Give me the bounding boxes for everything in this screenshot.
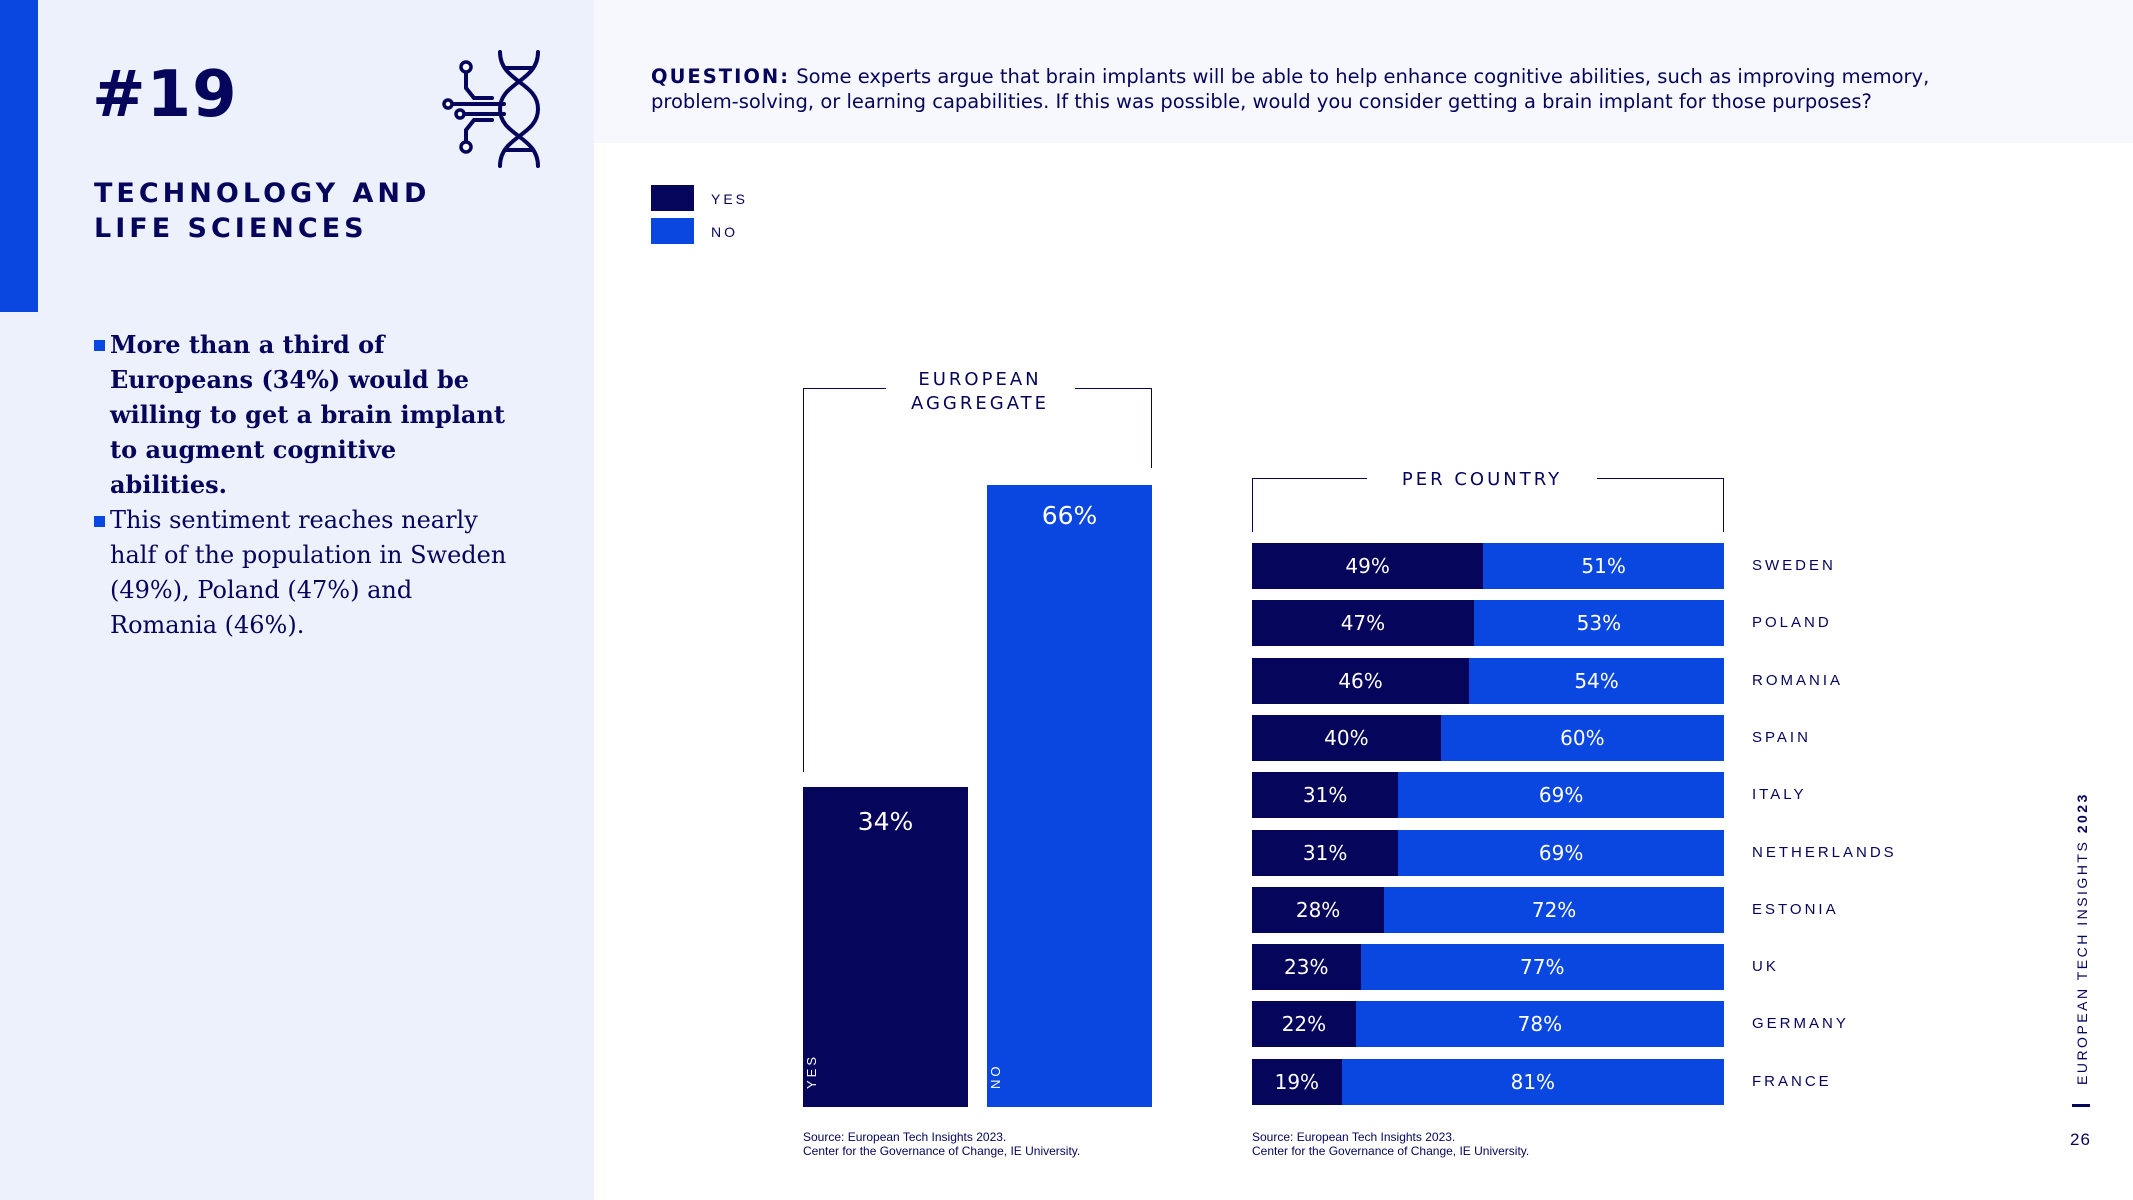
country-bracket-right bbox=[1597, 478, 1724, 532]
country-bar-yes: 40% bbox=[1252, 714, 1441, 761]
country-bar-yes: 19% bbox=[1252, 1058, 1342, 1105]
country-bar-no: 60% bbox=[1440, 714, 1724, 761]
country-bar-yes: 23% bbox=[1252, 944, 1361, 991]
country-bar-no: 51% bbox=[1483, 543, 1724, 589]
left-panel bbox=[0, 0, 594, 1200]
country-bar-yes: 28% bbox=[1252, 886, 1385, 933]
country-row: 22% 78% GERMANY bbox=[1252, 1001, 1892, 1048]
country-label: NETHERLANDS bbox=[1752, 843, 1897, 861]
country-row: 19% 81% FRANCE bbox=[1252, 1058, 1892, 1105]
dna-circuit-icon bbox=[442, 50, 541, 168]
country-bar-yes: 31% bbox=[1252, 829, 1399, 876]
country-bar-no: 81% bbox=[1341, 1058, 1724, 1105]
country-bar-no: 53% bbox=[1473, 600, 1724, 647]
footer-publication: EUROPEAN TECH INSIGHTS 2023 bbox=[2074, 792, 2090, 1085]
country-bracket-left bbox=[1252, 478, 1367, 532]
country-label: ITALY bbox=[1752, 786, 1807, 804]
country-row: 46% 54% ROMANIA bbox=[1252, 657, 1892, 704]
country-label: FRANCE bbox=[1752, 1072, 1832, 1090]
country-bar-yes: 49% bbox=[1252, 543, 1484, 589]
country-bar-yes: 46% bbox=[1252, 657, 1470, 704]
aggregate-bar-no: 66% NO bbox=[987, 485, 1152, 1107]
aggregate-bar-value-label: 66% bbox=[1041, 501, 1098, 531]
legend-swatch-no bbox=[651, 218, 694, 244]
country-row: 23% 77% UK bbox=[1252, 944, 1892, 991]
legend-label-yes: YES bbox=[711, 191, 749, 207]
legend-swatch-yes bbox=[651, 185, 694, 211]
aggregate-bar-value-label: 34% bbox=[857, 806, 914, 836]
country-row: 31% 69% NETHERLANDS bbox=[1252, 829, 1894, 876]
country-label: SPAIN bbox=[1752, 728, 1811, 746]
page-number: 26 bbox=[2070, 1130, 2091, 1149]
country-source: Source: European Tech Insights 2023. Cen… bbox=[1252, 1130, 1529, 1158]
bullet-point: More than a third of Europeans (34%) wou… bbox=[94, 327, 514, 502]
question-label: QUESTION: bbox=[651, 65, 791, 88]
aggregate-bar-category-label: NO bbox=[988, 1063, 1003, 1089]
source-line: Center for the Governance of Change, IE … bbox=[1252, 1144, 1530, 1158]
country-chart-title: PER COUNTRY bbox=[1401, 469, 1563, 490]
bullet-point: This sentiment reaches nearly half of th… bbox=[94, 503, 514, 643]
country-label: SWEDEN bbox=[1752, 557, 1836, 574]
footer-year: 2023 bbox=[2074, 792, 2090, 834]
source-line: Center for the Governance of Change, IE … bbox=[803, 1144, 1081, 1158]
bullet-text: More than a third of Europeans (34%) wou… bbox=[110, 330, 505, 499]
country-row: 31% 69% ITALY bbox=[1252, 772, 1892, 819]
bullet-text: This sentiment reaches nearly half of th… bbox=[110, 506, 507, 639]
aggregate-source: Source: European Tech Insights 2023. Cen… bbox=[803, 1130, 1080, 1158]
aggregate-chart-title: EUROPEAN AGGREGATE bbox=[910, 369, 1049, 414]
country-bar-yes: 31% bbox=[1252, 772, 1399, 819]
bullet-square-icon bbox=[94, 340, 105, 351]
country-row: 28% 72% ESTONIA bbox=[1252, 886, 1892, 933]
footer-publication-name: EUROPEAN TECH INSIGHTS bbox=[2074, 839, 2090, 1085]
question-strip bbox=[594, 0, 2133, 143]
country-label: ROMANIA bbox=[1752, 671, 1844, 689]
slide-number: #19 bbox=[92, 58, 238, 132]
country-bar-no: 77% bbox=[1360, 944, 1724, 991]
country-row: 49% 51% SWEDEN bbox=[1252, 543, 1892, 589]
question-text: QUESTION: Some experts argue that brain … bbox=[651, 64, 1981, 114]
country-label: POLAND bbox=[1752, 614, 1832, 632]
country-label: ESTONIA bbox=[1752, 900, 1839, 918]
bullet-square-icon bbox=[94, 516, 105, 527]
country-row: 47% 53% POLAND bbox=[1252, 600, 1892, 647]
country-bar-no: 78% bbox=[1355, 1001, 1724, 1048]
country-label: GERMANY bbox=[1752, 1015, 1849, 1033]
country-bar-no: 54% bbox=[1469, 657, 1724, 704]
aggregate-bar-category-label: YES bbox=[804, 1053, 819, 1089]
country-label: UK bbox=[1752, 958, 1779, 976]
source-line: Source: European Tech Insights 2023. bbox=[1252, 1130, 1456, 1144]
country-bar-yes: 47% bbox=[1252, 600, 1474, 647]
accent-bar bbox=[0, 0, 38, 312]
legend-label-no: NO bbox=[711, 224, 738, 240]
question-body: Some experts argue that brain implants w… bbox=[651, 65, 1930, 113]
source-line: Source: European Tech Insights 2023. bbox=[803, 1130, 1007, 1144]
aggregate-bar-yes: 34% YES bbox=[803, 786, 968, 1107]
country-bar-no: 72% bbox=[1384, 886, 1724, 933]
aggregate-bracket-left bbox=[803, 388, 886, 772]
country-bar-yes: 22% bbox=[1252, 1001, 1356, 1048]
country-bar-no: 69% bbox=[1398, 772, 1724, 819]
footer-tick bbox=[2072, 1104, 2090, 1107]
country-row: 40% 60% SPAIN bbox=[1252, 714, 1892, 761]
aggregate-bracket-right bbox=[1075, 388, 1152, 468]
country-bar-no: 69% bbox=[1398, 829, 1724, 876]
section-title: TECHNOLOGY AND LIFE SCIENCES bbox=[94, 178, 431, 244]
